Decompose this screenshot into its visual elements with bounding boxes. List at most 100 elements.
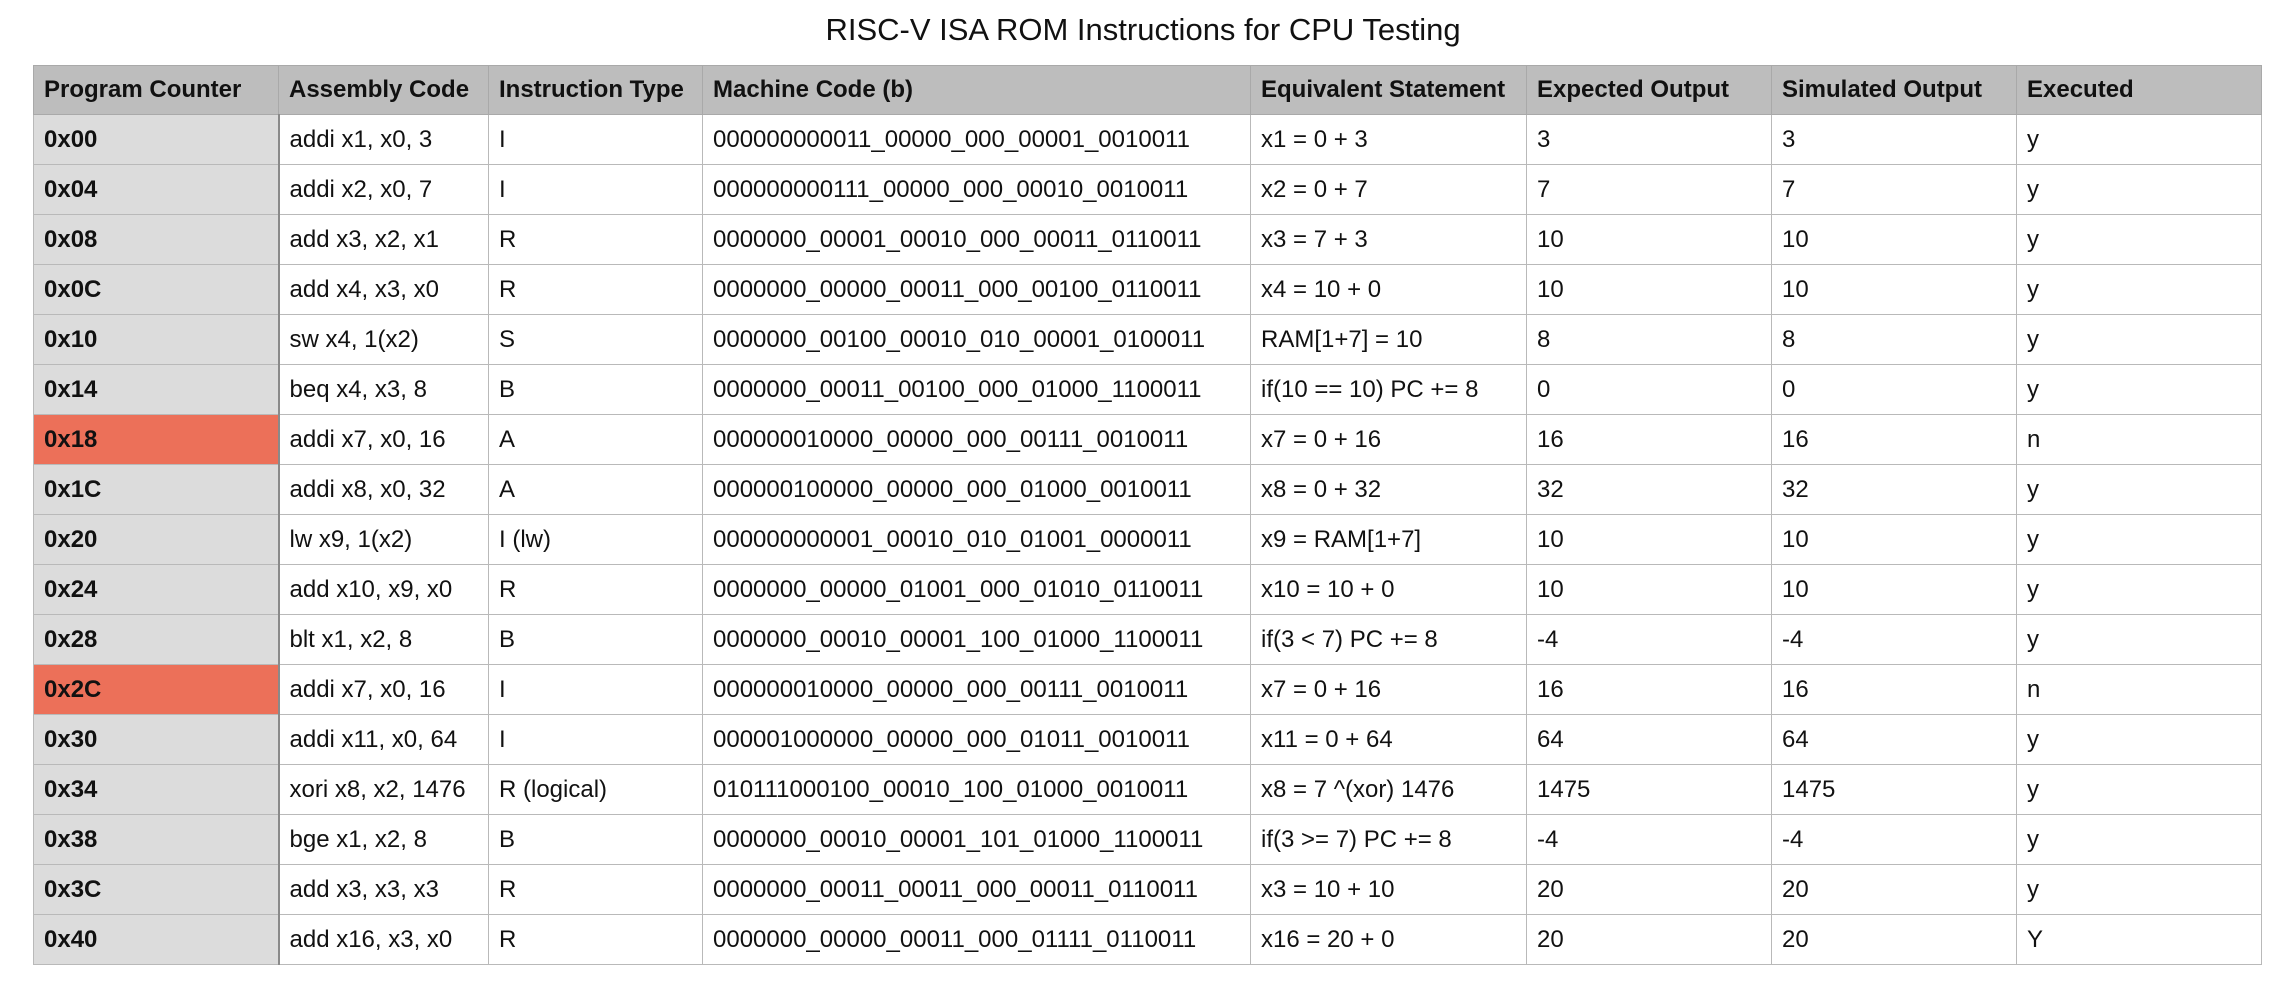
program-counter-cell: 0x38 bbox=[33, 814, 280, 865]
column-header-simulated-output: Simulated Output bbox=[1771, 65, 2017, 115]
assembly-code-cell: addi x1, x0, 3 bbox=[278, 114, 489, 165]
instruction-type-cell: R bbox=[488, 864, 703, 915]
assembly-code-cell: addi x2, x0, 7 bbox=[278, 164, 489, 215]
expected-output-cell: 20 bbox=[1526, 914, 1772, 965]
program-counter-cell: 0x20 bbox=[33, 514, 280, 565]
simulated-output-cell: 0 bbox=[1771, 364, 2017, 415]
assembly-code-cell: lw x9, 1(x2) bbox=[278, 514, 489, 565]
executed-cell: y bbox=[2016, 514, 2262, 565]
column-header-equivalent-statement: Equivalent Statement bbox=[1250, 65, 1527, 115]
assembly-code-cell: addi x7, x0, 16 bbox=[278, 664, 489, 715]
instruction-type-cell: A bbox=[488, 414, 703, 465]
equivalent-statement-cell: x9 = RAM[1+7] bbox=[1250, 514, 1527, 565]
machine-code-cell: 000000010000_00000_000_00111_0010011 bbox=[702, 414, 1251, 465]
equivalent-statement-cell: x1 = 0 + 3 bbox=[1250, 114, 1527, 165]
assembly-code-cell: add x3, x2, x1 bbox=[278, 214, 489, 265]
equivalent-statement-cell: x4 = 10 + 0 bbox=[1250, 264, 1527, 315]
executed-cell: n bbox=[2016, 664, 2262, 715]
simulated-output-cell: 8 bbox=[1771, 314, 2017, 365]
expected-output-cell: 0 bbox=[1526, 364, 1772, 415]
expected-output-cell: -4 bbox=[1526, 814, 1772, 865]
instruction-type-cell: R bbox=[488, 214, 703, 265]
expected-output-cell: 16 bbox=[1526, 664, 1772, 715]
table-row: 0x10 sw x4, 1(x2) S 0000000_00100_00010_010… bbox=[33, 314, 2262, 365]
simulated-output-cell: 10 bbox=[1771, 214, 2017, 265]
simulated-output-cell: 10 bbox=[1771, 564, 2017, 615]
expected-output-cell: 16 bbox=[1526, 414, 1772, 465]
program-counter-cell: 0x24 bbox=[33, 564, 280, 615]
instruction-type-cell: I (lw) bbox=[488, 514, 703, 565]
program-counter-cell: 0x04 bbox=[33, 164, 280, 215]
table-row: 0x40 add x16, x3, x0 R 0000000_00000_00011_… bbox=[33, 914, 2262, 965]
expected-output-cell: 10 bbox=[1526, 264, 1772, 315]
program-counter-cell: 0x1C bbox=[33, 464, 280, 515]
column-header-assembly-code: Assembly Code bbox=[278, 65, 489, 115]
expected-output-cell: 10 bbox=[1526, 564, 1772, 615]
machine-code-cell: 0000000_00011_00011_000_00011_0110011 bbox=[702, 864, 1251, 915]
program-counter-cell: 0x14 bbox=[33, 364, 280, 415]
machine-code-cell: 000000000111_00000_000_00010_0010011 bbox=[702, 164, 1251, 215]
simulated-output-cell: 16 bbox=[1771, 414, 2017, 465]
assembly-code-cell: addi x7, x0, 16 bbox=[278, 414, 489, 465]
simulated-output-cell: 16 bbox=[1771, 664, 2017, 715]
executed-cell: y bbox=[2016, 114, 2262, 165]
instruction-type-cell: R bbox=[488, 564, 703, 615]
table-row: 0x3C add x3, x3, x3 R 0000000_00011_00011_0… bbox=[33, 864, 2262, 915]
assembly-code-cell: sw x4, 1(x2) bbox=[278, 314, 489, 365]
instruction-type-cell: B bbox=[488, 364, 703, 415]
instruction-type-cell: R bbox=[488, 914, 703, 965]
executed-cell: y bbox=[2016, 714, 2262, 765]
executed-cell: y bbox=[2016, 214, 2262, 265]
machine-code-cell: 0000000_00100_00010_010_00001_0100011 bbox=[702, 314, 1251, 365]
simulated-output-cell: 64 bbox=[1771, 714, 2017, 765]
expected-output-cell: 64 bbox=[1526, 714, 1772, 765]
expected-output-cell: 10 bbox=[1526, 514, 1772, 565]
machine-code-cell: 0000000_00011_00100_000_01000_1100011 bbox=[702, 364, 1251, 415]
table-row: 0x08 add x3, x2, x1 R 0000000_00001_00010_0… bbox=[33, 214, 2262, 265]
instruction-type-cell: I bbox=[488, 714, 703, 765]
table-row: 0x0C add x4, x3, x0 R 0000000_00000_00011_0… bbox=[33, 264, 2262, 315]
table-row: 0x00 addi x1, x0, 3 I 000000000011_00000_00… bbox=[33, 114, 2262, 165]
executed-cell: n bbox=[2016, 414, 2262, 465]
table-row: 0x38 bge x1, x2, 8 B 0000000_00010_00001_10… bbox=[33, 814, 2262, 865]
executed-cell: y bbox=[2016, 164, 2262, 215]
table-row: 0x34 xori x8, x2, 1476 R (logical) 01011100… bbox=[33, 764, 2262, 815]
table-row: 0x04 addi x2, x0, 7 I 000000000111_00000_00… bbox=[33, 164, 2262, 215]
instruction-type-cell: A bbox=[488, 464, 703, 515]
equivalent-statement-cell: x8 = 0 + 32 bbox=[1250, 464, 1527, 515]
executed-cell: y bbox=[2016, 814, 2262, 865]
instruction-type-cell: R bbox=[488, 264, 703, 315]
simulated-output-cell: 10 bbox=[1771, 264, 2017, 315]
simulated-output-cell: 3 bbox=[1771, 114, 2017, 165]
assembly-code-cell: xori x8, x2, 1476 bbox=[278, 764, 489, 815]
expected-output-cell: 20 bbox=[1526, 864, 1772, 915]
expected-output-cell: 7 bbox=[1526, 164, 1772, 215]
machine-code-cell: 000000100000_00000_000_01000_0010011 bbox=[702, 464, 1251, 515]
program-counter-cell: 0x30 bbox=[33, 714, 280, 765]
equivalent-statement-cell: x8 = 7 ^(xor) 1476 bbox=[1250, 764, 1527, 815]
machine-code-cell: 0000000_00000_01001_000_01010_0110011 bbox=[702, 564, 1251, 615]
assembly-code-cell: add x3, x3, x3 bbox=[278, 864, 489, 915]
assembly-code-cell: add x4, x3, x0 bbox=[278, 264, 489, 315]
simulated-output-cell: 32 bbox=[1771, 464, 2017, 515]
equivalent-statement-cell: x3 = 10 + 10 bbox=[1250, 864, 1527, 915]
simulated-output-cell: -4 bbox=[1771, 614, 2017, 665]
machine-code-cell: 0000000_00001_00010_000_00011_0110011 bbox=[702, 214, 1251, 265]
equivalent-statement-cell: if(3 >= 7) PC += 8 bbox=[1250, 814, 1527, 865]
assembly-code-cell: add x10, x9, x0 bbox=[278, 564, 489, 615]
simulated-output-cell: 10 bbox=[1771, 514, 2017, 565]
column-header-machine-code: Machine Code (b) bbox=[702, 65, 1251, 115]
machine-code-cell: 000000000011_00000_000_00001_0010011 bbox=[702, 114, 1251, 165]
expected-output-cell: 3 bbox=[1526, 114, 1772, 165]
machine-code-cell: 0000000_00010_00001_100_01000_1100011 bbox=[702, 614, 1251, 665]
executed-cell: y bbox=[2016, 764, 2262, 815]
table-row: 0x24 add x10, x9, x0 R 0000000_00000_01001_… bbox=[33, 564, 2262, 615]
table-row: 0x14 beq x4, x3, 8 B 0000000_00011_00100_00… bbox=[33, 364, 2262, 415]
executed-cell: y bbox=[2016, 614, 2262, 665]
page-title: RISC-V ISA ROM Instructions for CPU Test… bbox=[825, 12, 1461, 47]
program-counter-cell: 0x40 bbox=[33, 914, 280, 965]
program-counter-cell: 0x18 bbox=[33, 414, 280, 465]
rom-instruction-table: Program Counter Assembly Code Instructio… bbox=[33, 65, 2262, 965]
program-counter-cell: 0x3C bbox=[33, 864, 280, 915]
expected-output-cell: -4 bbox=[1526, 614, 1772, 665]
